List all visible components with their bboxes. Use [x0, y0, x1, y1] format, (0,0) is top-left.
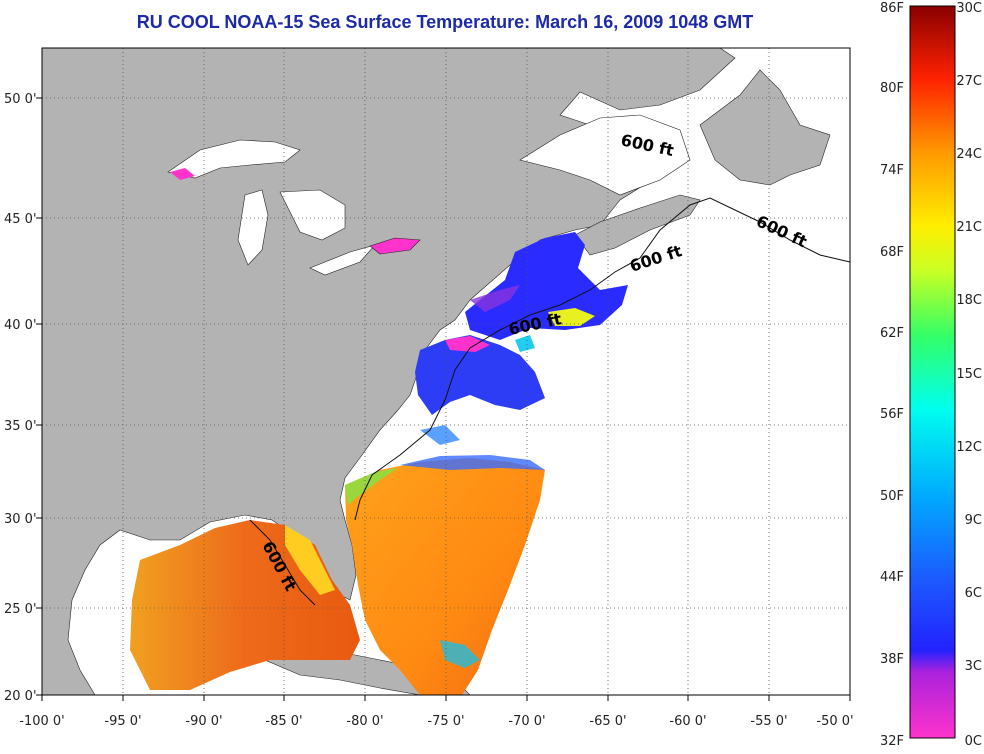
x-tick-label: -50 0' — [816, 714, 853, 729]
grid-lines — [42, 48, 850, 695]
y-tick-label: 30 0' — [4, 512, 37, 527]
isobath-600ft-gulf-contour — [249, 519, 316, 606]
colorbar-f-label: 74F — [880, 163, 904, 178]
colorbar-f-label: 38F — [880, 652, 904, 667]
gulf-of-st-lawrence — [519, 114, 691, 196]
x-tick-label: -100 0' — [19, 714, 64, 729]
colorbar-c-label: 15C — [956, 367, 982, 382]
colorbar-f-label: 44F — [880, 570, 904, 585]
sst-purple-band — [470, 285, 520, 312]
x-tick-label: -65 0' — [589, 714, 626, 729]
x-tick-label: -60 0' — [669, 714, 706, 729]
sst-cyan-patch — [515, 335, 535, 352]
lake-huron — [279, 189, 346, 241]
y-tick-label: 20 0' — [4, 689, 37, 704]
lake-erie — [309, 244, 376, 276]
x-tick-label: -55 0' — [750, 714, 787, 729]
colorbar-c-label: 12C — [956, 440, 982, 455]
sst-warm-atlantic — [345, 458, 545, 695]
lake-ontario — [369, 237, 421, 255]
isobath-600ft-contour — [354, 197, 851, 521]
sst-blue-edge — [400, 455, 545, 470]
sst-green-edge — [345, 468, 398, 505]
sst-yellow-patch — [548, 308, 595, 326]
colorbar-c-label: 21C — [956, 220, 982, 235]
x-tick-label: -80 0' — [346, 714, 383, 729]
x-tick-label: -85 0' — [265, 714, 302, 729]
colorbar-f-label: 80F — [880, 81, 904, 96]
colorbar-c-label: 27C — [956, 74, 982, 89]
x-tick-label: -95 0' — [104, 714, 141, 729]
y-tick-label: 45 0' — [4, 212, 37, 227]
x-tick-label: -90 0' — [185, 714, 222, 729]
lake-michigan — [237, 189, 269, 266]
sst-pink-patch — [445, 336, 490, 352]
lake-superior-pink — [170, 168, 195, 180]
x-tick-label: -75 0' — [427, 714, 464, 729]
tick-marks — [36, 97, 851, 701]
colorbar-c-label: 24C — [956, 147, 982, 162]
sst-yellow-florida-shelf — [285, 525, 335, 595]
colorbar-c-label: 0C — [965, 734, 982, 749]
colorbar-f-label: 32F — [880, 734, 904, 749]
land-north-america — [42, 48, 736, 695]
colorbar — [909, 5, 956, 739]
colorbar-c-label: 18C — [956, 293, 982, 308]
y-tick-label: 50 0' — [4, 92, 37, 107]
land-nova-scotia — [574, 194, 701, 256]
y-tick-label: 35 0' — [4, 419, 37, 434]
x-tick-label: -70 0' — [508, 714, 545, 729]
colorbar-c-label: 30C — [956, 1, 982, 16]
land-newfoundland — [699, 69, 831, 186]
colorbar-c-label: 3C — [965, 659, 982, 674]
colorbar-c-label: 9C — [965, 513, 982, 528]
colorbar-f-label: 68F — [880, 245, 904, 260]
colorbar-f-label: 86F — [880, 1, 904, 16]
colorbar-f-label: 56F — [880, 407, 904, 422]
colorbar-f-label: 50F — [880, 489, 904, 504]
sst-cold-mid-atlantic — [415, 335, 545, 415]
lake-superior — [167, 139, 301, 179]
colorbar-c-label: 6C — [965, 586, 982, 601]
y-tick-label: 40 0' — [4, 318, 37, 333]
colorbar-f-label: 62F — [880, 326, 904, 341]
sst-cyan-caribbean — [440, 640, 480, 668]
y-tick-label: 25 0' — [4, 602, 37, 617]
map-title: RU COOL NOAA-15 Sea Surface Temperature:… — [136, 12, 754, 32]
